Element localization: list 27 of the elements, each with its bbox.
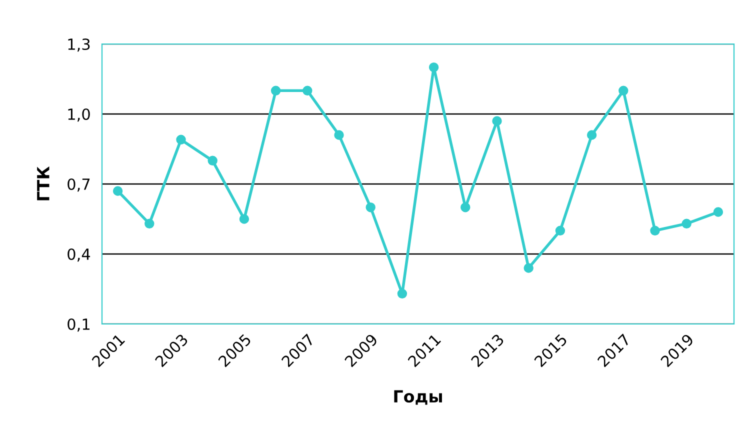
y-tick-label: 0,4: [68, 248, 90, 262]
point: [144, 218, 154, 229]
y-tick-label: 0,7: [68, 178, 90, 192]
point: [208, 156, 218, 166]
point: [397, 288, 408, 299]
y-tick-label: 1,0: [68, 108, 90, 122]
point: [586, 130, 597, 140]
point: [176, 134, 186, 145]
point: [270, 86, 281, 96]
point: [366, 202, 376, 212]
point: [650, 226, 660, 236]
point: [334, 130, 344, 140]
point: [555, 226, 566, 236]
y-tick-label: 0,1: [68, 318, 90, 332]
point: [492, 116, 502, 126]
point: [460, 202, 470, 212]
point: [239, 214, 250, 224]
point: [524, 263, 534, 273]
point: [713, 207, 724, 217]
point: [112, 186, 123, 196]
point: [302, 86, 312, 96]
point: [682, 218, 692, 229]
y-axis-title: ГТК: [37, 166, 50, 200]
y-tick-label: 1,3: [68, 38, 90, 52]
point: [618, 86, 628, 96]
point: [428, 62, 439, 72]
x-axis-title: Годы: [394, 390, 442, 405]
